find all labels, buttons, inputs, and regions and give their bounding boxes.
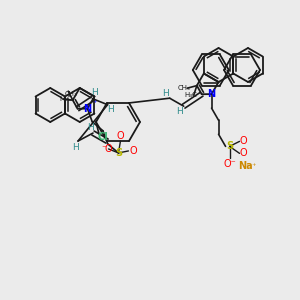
Text: ⁻: ⁻ — [101, 144, 106, 154]
Text: S: S — [115, 148, 122, 158]
Text: Na: Na — [238, 161, 253, 171]
Text: O: O — [117, 131, 124, 141]
Text: CH₃: CH₃ — [65, 91, 78, 97]
Text: H₃C: H₃C — [59, 96, 72, 102]
Text: Cl: Cl — [98, 132, 108, 142]
Text: H: H — [73, 142, 80, 152]
Text: O⁻: O⁻ — [223, 159, 236, 170]
Text: H: H — [107, 105, 114, 114]
Text: ⁺: ⁺ — [92, 99, 97, 108]
Text: N: N — [208, 89, 216, 99]
Text: H: H — [162, 89, 169, 98]
Text: N: N — [83, 103, 92, 114]
Text: H₃C: H₃C — [184, 92, 197, 98]
Text: O: O — [240, 148, 248, 158]
Text: H: H — [91, 88, 98, 97]
Text: H: H — [88, 123, 94, 132]
Text: CH₃: CH₃ — [178, 85, 190, 91]
Text: ⁺: ⁺ — [251, 162, 256, 171]
Text: O: O — [105, 144, 112, 154]
Text: O: O — [240, 136, 248, 146]
Text: S: S — [226, 141, 233, 152]
Text: O: O — [130, 146, 137, 156]
Text: H: H — [176, 107, 183, 116]
